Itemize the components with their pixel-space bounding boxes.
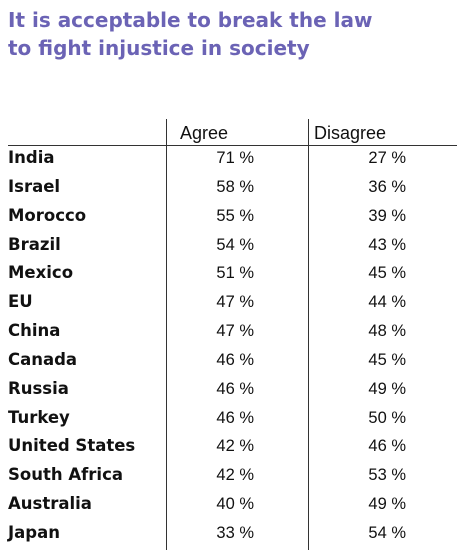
table-row: Russia 46 % 49 % bbox=[8, 377, 457, 406]
table-row: Turkey 46 % 50 % bbox=[8, 406, 457, 435]
column-header-agree: Agree bbox=[180, 123, 229, 143]
disagree-value: 45 % bbox=[368, 264, 406, 283]
country-label: Morocco bbox=[8, 205, 87, 225]
chart-title-line-2: to fight injustice in society bbox=[8, 36, 310, 60]
chart-title: It is acceptable to break the law to fig… bbox=[8, 6, 372, 62]
agree-value: 42 % bbox=[216, 437, 254, 456]
disagree-value: 50 % bbox=[368, 408, 406, 427]
table-row: South Africa 42 % 53 % bbox=[8, 463, 457, 492]
column-header-disagree: Disagree bbox=[314, 123, 387, 143]
table-row: Brazil 54 % 43 % bbox=[8, 233, 457, 262]
disagree-value: 27 % bbox=[368, 149, 406, 167]
country-label: Japan bbox=[8, 522, 60, 542]
country-label: India bbox=[8, 148, 55, 167]
agree-value: 47 % bbox=[216, 322, 254, 341]
agree-value: 55 % bbox=[216, 206, 254, 225]
disagree-value: 46 % bbox=[368, 437, 406, 456]
agree-value: 46 % bbox=[216, 350, 254, 369]
table-row: Japan 33 % 54 % bbox=[8, 521, 457, 550]
disagree-value: 49 % bbox=[368, 379, 406, 398]
table-row: EU 47 % 44 % bbox=[8, 290, 457, 319]
table-row: United States 42 % 46 % bbox=[8, 434, 457, 463]
country-label: Australia bbox=[8, 494, 92, 514]
table-row: Mexico 51 % 45 % bbox=[8, 261, 457, 290]
table-body: India 71 % 27 % Israel 58 % 36 % Morocco 55 % 39… bbox=[8, 146, 457, 550]
agree-value: 33 % bbox=[216, 523, 254, 542]
disagree-value: 49 % bbox=[368, 495, 406, 514]
disagree-value: 54 % bbox=[368, 523, 406, 542]
table-row: Morocco 55 % 39 % bbox=[8, 204, 457, 233]
country-label: Canada bbox=[8, 349, 78, 369]
chart-title-line-1: It is acceptable to break the law bbox=[8, 8, 373, 32]
disagree-value: 48 % bbox=[368, 322, 406, 341]
country-label: China bbox=[8, 321, 61, 341]
table-row: China 47 % 48 % bbox=[8, 319, 457, 348]
disagree-value: 44 % bbox=[368, 293, 406, 312]
table-row: Israel 58 % 36 % bbox=[8, 175, 457, 204]
agree-value: 51 % bbox=[216, 264, 254, 283]
country-label: United States bbox=[8, 436, 136, 456]
table-row: India 71 % 27 % bbox=[8, 146, 457, 175]
agree-value: 58 % bbox=[216, 177, 254, 196]
disagree-value: 53 % bbox=[368, 466, 406, 485]
disagree-value: 43 % bbox=[368, 235, 406, 254]
country-label: Israel bbox=[8, 176, 61, 196]
country-label: Turkey bbox=[8, 407, 70, 427]
country-label: South Africa bbox=[8, 465, 124, 485]
table-row: Australia 40 % 49 % bbox=[8, 492, 457, 521]
country-label: Russia bbox=[8, 378, 69, 398]
disagree-value: 36 % bbox=[368, 177, 406, 196]
agree-value: 46 % bbox=[216, 379, 254, 398]
country-label: Mexico bbox=[8, 263, 74, 283]
disagree-value: 45 % bbox=[368, 350, 406, 369]
disagree-value: 39 % bbox=[368, 206, 406, 225]
table-header: Agree Disagree bbox=[8, 121, 457, 145]
agree-value: 42 % bbox=[216, 466, 254, 485]
agree-value: 46 % bbox=[216, 408, 254, 427]
agree-value: 71 % bbox=[216, 149, 254, 167]
agree-value: 54 % bbox=[216, 235, 254, 254]
country-label: Brazil bbox=[8, 234, 61, 254]
table-row: Canada 46 % 45 % bbox=[8, 348, 457, 377]
country-label: EU bbox=[8, 292, 33, 312]
agree-value: 47 % bbox=[216, 293, 254, 312]
agree-value: 40 % bbox=[216, 495, 254, 514]
